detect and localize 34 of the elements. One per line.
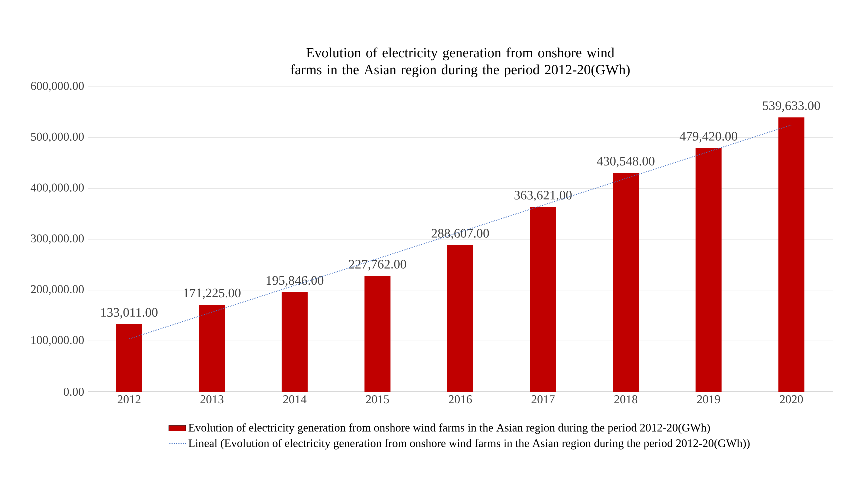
bar xyxy=(116,324,142,392)
bar xyxy=(364,276,391,392)
x-tick-label: 2020 xyxy=(780,396,804,404)
data-label: 479,420.00 xyxy=(680,132,738,143)
legend-label: Evolution of electricity generation from onshore wind farms in the Asian region during the period 2012-20(GWh) xyxy=(188,424,710,434)
x-tick-label: 2019 xyxy=(697,396,720,404)
y-tick-label: 300,000.00 xyxy=(31,234,84,244)
bar xyxy=(199,304,226,392)
x-tick-label: 2014 xyxy=(284,396,307,404)
bar xyxy=(282,292,308,392)
data-label: 363,621.00 xyxy=(514,191,572,202)
x-tick-label: 2012 xyxy=(118,396,141,404)
y-tick-label: 100,000.00 xyxy=(32,336,84,346)
y-tick-label: 0.00 xyxy=(64,388,84,396)
data-label: 430,548.00 xyxy=(597,157,655,168)
chart-title: Evolution of electricity generation from onshore wind farms in the Asian region during the period 2012-20(GWh) xyxy=(290,48,630,78)
bar xyxy=(778,118,805,392)
x-tick-label: 2018 xyxy=(614,396,638,404)
y-tick-label: 600,000.00 xyxy=(31,82,84,92)
x-tick-label: 2017 xyxy=(532,396,555,404)
bar xyxy=(613,173,640,392)
data-label: 539,633.00 xyxy=(763,102,820,112)
data-label: 171,225.00 xyxy=(184,288,241,300)
bar xyxy=(448,245,474,392)
y-tick-label: 400,000.00 xyxy=(30,184,84,194)
x-tick-label: 2015 xyxy=(366,396,390,404)
legend-label: Lineal (Evolution of electricity generation from onshore wind farms in the Asian region during the period 2012-20(GWh)) xyxy=(188,439,750,450)
data-label: 133,011.00 xyxy=(102,308,158,319)
x-tick-label: 2016 xyxy=(449,396,472,404)
bar xyxy=(696,148,722,392)
y-tick-label: 200,000.00 xyxy=(31,285,84,296)
y-tick-label: 500,000.00 xyxy=(31,132,84,143)
bar xyxy=(530,207,556,392)
x-tick-label: 2013 xyxy=(200,396,224,404)
